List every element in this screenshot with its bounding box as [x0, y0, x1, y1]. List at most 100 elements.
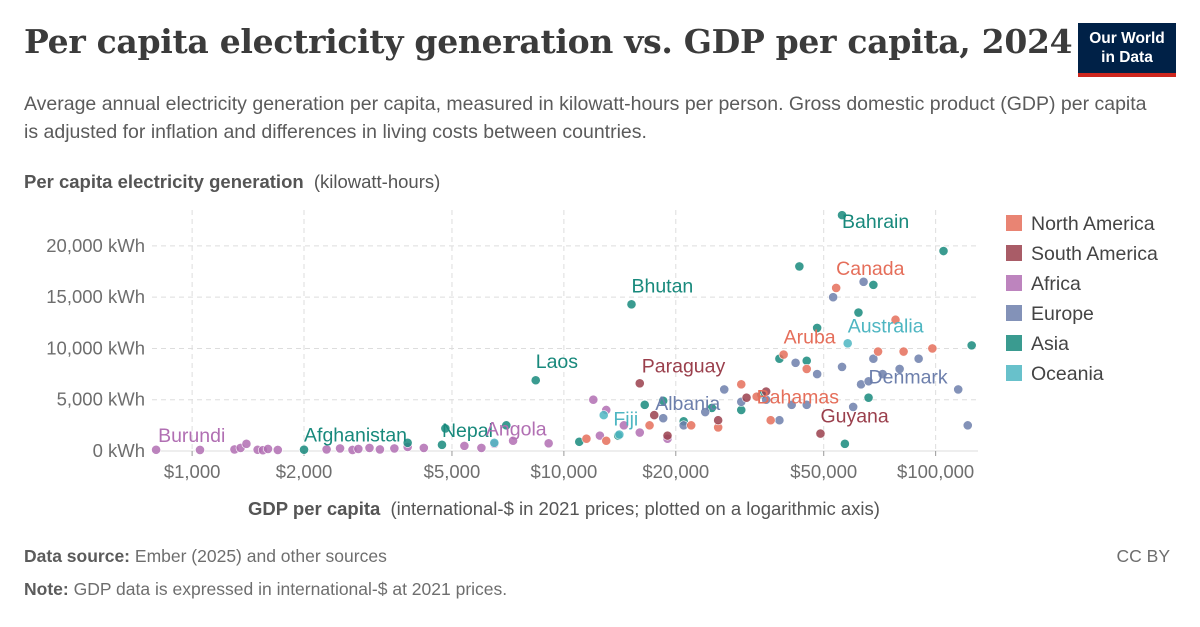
data-point[interactable]	[418, 443, 429, 453]
data-point[interactable]	[543, 438, 554, 449]
data-point[interactable]	[241, 438, 252, 449]
point-label-laos[interactable]: Laos	[536, 351, 579, 373]
data-point[interactable]	[614, 429, 625, 440]
point-label-bahamas[interactable]: Bahamas	[757, 387, 840, 409]
data-point[interactable]	[263, 444, 273, 454]
data-point[interactable]	[601, 435, 612, 446]
data-point[interactable]	[898, 346, 909, 357]
data-point[interactable]	[321, 444, 332, 455]
data-point[interactable]	[618, 420, 629, 431]
data-point[interactable]	[437, 439, 447, 450]
legend-item-asia[interactable]: Asia	[1006, 333, 1069, 355]
data-point[interactable]	[649, 410, 660, 421]
data-point[interactable]	[863, 392, 874, 403]
data-point[interactable]	[837, 210, 847, 221]
data-point[interactable]	[658, 395, 669, 406]
data-point[interactable]	[736, 405, 747, 415]
data-point[interactable]	[501, 420, 512, 431]
point-label-angola[interactable]: Angola	[486, 418, 547, 440]
point-label-afghanistan[interactable]: Afghanistan	[304, 425, 407, 447]
data-point[interactable]	[853, 307, 864, 318]
data-point[interactable]	[873, 346, 883, 357]
data-point[interactable]	[812, 369, 823, 379]
data-point[interactable]	[530, 375, 541, 386]
data-point[interactable]	[588, 394, 599, 405]
data-point[interactable]	[815, 428, 826, 439]
data-point[interactable]	[595, 430, 605, 441]
data-point[interactable]	[353, 444, 364, 454]
legend-item-oceania[interactable]: Oceania	[1006, 363, 1104, 385]
data-point[interactable]	[375, 444, 385, 455]
data-point[interactable]	[786, 399, 797, 410]
data-point[interactable]	[151, 444, 161, 455]
legend-item-north-america[interactable]: North America	[1006, 213, 1155, 235]
data-point[interactable]	[581, 433, 592, 444]
data-point[interactable]	[751, 391, 762, 402]
data-point[interactable]	[863, 376, 874, 387]
data-point[interactable]	[389, 443, 400, 454]
data-point[interactable]	[778, 349, 789, 360]
data-point[interactable]	[812, 323, 823, 333]
data-point[interactable]	[686, 420, 697, 431]
data-point[interactable]	[440, 423, 451, 434]
point-label-fiji[interactable]: Fiji	[613, 409, 638, 431]
data-point[interactable]	[801, 364, 812, 374]
data-point[interactable]	[801, 399, 812, 410]
data-point[interactable]	[848, 402, 859, 412]
data-point[interactable]	[626, 299, 637, 310]
data-point[interactable]	[790, 357, 801, 368]
data-point[interactable]	[927, 343, 938, 354]
data-point[interactable]	[774, 415, 785, 426]
point-label-albania[interactable]: Albania	[655, 393, 720, 415]
legend[interactable]: North America South America Africa Europe As…	[1006, 213, 1158, 385]
data-point[interactable]	[713, 415, 724, 426]
data-point[interactable]	[868, 279, 879, 290]
data-point[interactable]	[794, 261, 805, 272]
data-point[interactable]	[831, 283, 842, 293]
data-point[interactable]	[719, 384, 730, 395]
data-point[interactable]	[644, 420, 655, 431]
data-point[interactable]	[364, 443, 375, 453]
point-label-australia[interactable]: Australia	[848, 315, 924, 337]
data-point[interactable]	[299, 444, 309, 455]
data-point[interactable]	[894, 364, 905, 374]
data-point[interactable]	[598, 410, 609, 421]
data-point[interactable]	[801, 355, 812, 366]
legend-item-africa[interactable]: Africa	[1006, 273, 1081, 295]
data-point[interactable]	[877, 369, 888, 379]
data-point[interactable]	[938, 246, 949, 256]
data-point[interactable]	[508, 435, 518, 446]
data-point[interactable]	[459, 440, 470, 451]
data-point[interactable]	[828, 292, 839, 303]
point-label-burundi[interactable]: Burundi	[158, 425, 225, 447]
data-point[interactable]	[195, 445, 205, 455]
data-point[interactable]	[700, 407, 711, 417]
owid-logo[interactable]: Our World in Data	[1078, 23, 1176, 77]
point-label-bahrain[interactable]: Bahrain	[842, 211, 909, 233]
data-point[interactable]	[868, 353, 879, 364]
data-point[interactable]	[272, 445, 283, 455]
data-point[interactable]	[741, 392, 752, 403]
data-point[interactable]	[953, 384, 964, 395]
point-label-nepal[interactable]: Nepal	[442, 420, 493, 442]
data-point[interactable]	[913, 353, 924, 364]
data-point[interactable]	[837, 362, 847, 372]
data-point[interactable]	[634, 427, 645, 438]
data-point[interactable]	[839, 438, 850, 449]
data-point[interactable]	[842, 338, 853, 349]
point-label-aruba[interactable]: Aruba	[784, 327, 836, 349]
legend-item-europe[interactable]: Europe	[1006, 303, 1094, 325]
point-label-canada[interactable]: Canada	[836, 258, 904, 280]
data-point[interactable]	[335, 443, 345, 454]
data-point[interactable]	[858, 276, 869, 287]
data-point[interactable]	[662, 430, 673, 441]
point-label-guyana[interactable]: Guyana	[820, 406, 888, 428]
point-label-denmark[interactable]: Denmark	[869, 366, 948, 388]
data-point[interactable]	[761, 386, 772, 397]
data-point[interactable]	[658, 413, 669, 424]
data-point[interactable]	[489, 437, 500, 448]
data-point[interactable]	[962, 420, 973, 431]
license[interactable]: CC BY	[1116, 546, 1170, 566]
data-point[interactable]	[966, 340, 977, 351]
point-label-bhutan[interactable]: Bhutan	[631, 275, 693, 297]
